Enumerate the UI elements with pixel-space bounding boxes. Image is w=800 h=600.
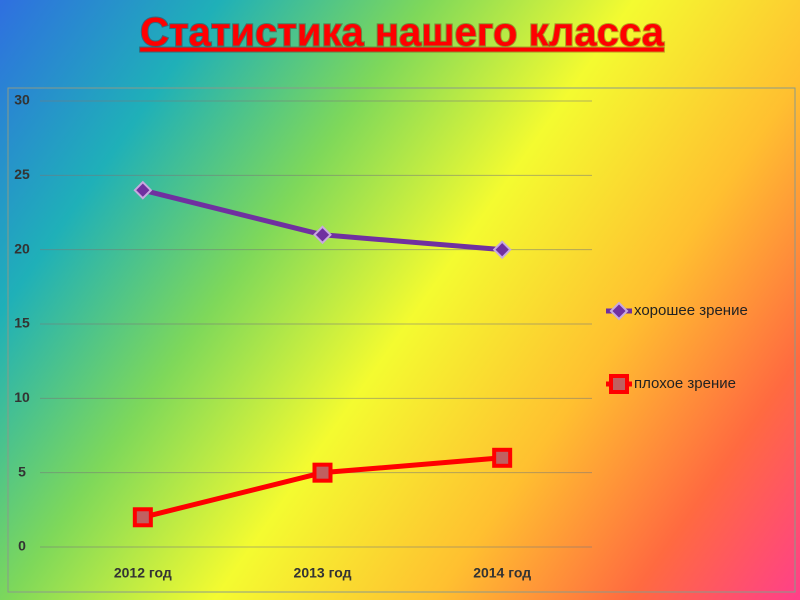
legend-marker bbox=[609, 374, 629, 394]
y-tick-label: 5 bbox=[18, 463, 26, 479]
chart-title: Статистика нашего класса bbox=[140, 11, 665, 55]
legend-label: хорошее зрение bbox=[634, 302, 748, 319]
x-tick-label: 2013 год bbox=[294, 565, 352, 581]
legend-label: плохое зрение bbox=[634, 375, 736, 392]
y-tick-label: 25 bbox=[14, 166, 30, 182]
data-point bbox=[312, 462, 333, 483]
legend-marker bbox=[609, 301, 629, 321]
y-tick-label: 15 bbox=[14, 315, 30, 331]
data-point bbox=[492, 447, 513, 468]
data-point bbox=[313, 225, 332, 245]
data-point bbox=[133, 180, 153, 200]
y-tick-label: 0 bbox=[18, 538, 26, 554]
data-point bbox=[492, 240, 512, 260]
y-tick-label: 20 bbox=[14, 240, 30, 256]
data-point bbox=[132, 507, 153, 528]
plot-frame bbox=[7, 87, 796, 593]
y-tick-label: 30 bbox=[14, 92, 30, 108]
y-tick-label: 10 bbox=[14, 389, 30, 405]
x-tick-label: 2012 год bbox=[114, 565, 172, 581]
x-tick-label: 2014 год bbox=[473, 565, 531, 581]
